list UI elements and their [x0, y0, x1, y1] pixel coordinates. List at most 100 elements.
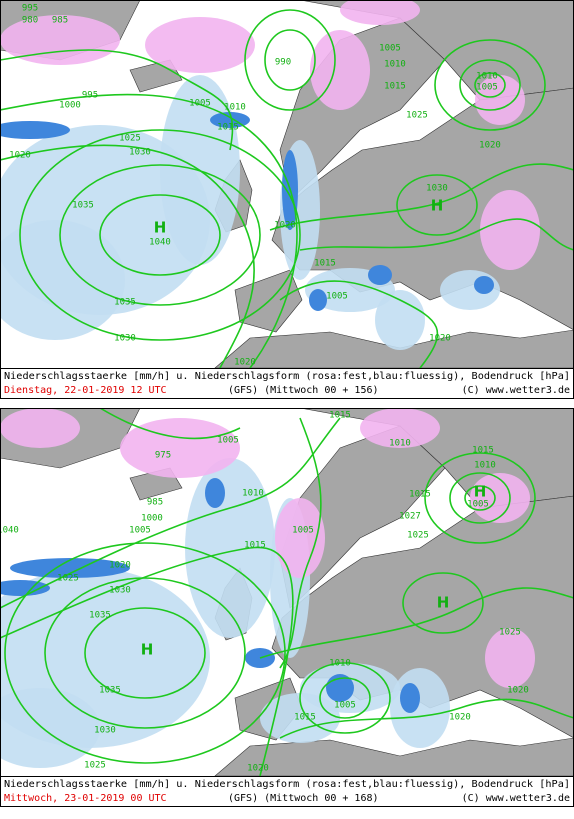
rain-light — [0, 220, 125, 340]
isobar-label: 1030 — [114, 334, 136, 344]
isobar-label: 1027 — [399, 512, 421, 522]
rain-heavy — [309, 289, 327, 311]
isobar-label: 1015 — [294, 713, 316, 723]
isobar-label: 1020 — [479, 141, 501, 151]
isobar-label: 1020 — [109, 561, 131, 571]
isobar-label: 1015 — [244, 541, 266, 551]
isobar-label: H — [474, 483, 487, 501]
model: (GFS) (Mittwoch 00 + 156) — [228, 385, 379, 396]
isobar-label: 1025 — [119, 134, 141, 144]
snow — [470, 473, 530, 523]
isobar-label: 1020 — [247, 764, 269, 774]
isobar — [19, 129, 301, 341]
snow — [485, 628, 535, 688]
isobar — [424, 452, 536, 544]
isobar-label: 985 — [147, 498, 163, 508]
snow — [120, 418, 240, 478]
isobar-label: 1015 — [314, 259, 336, 269]
source: (C) www.wetter3.de — [462, 793, 570, 804]
isobar — [44, 577, 246, 729]
isobar-label: H — [437, 594, 450, 612]
rain-heavy — [0, 121, 70, 139]
isobar-label: 1005 — [467, 500, 489, 510]
isobar — [279, 698, 574, 739]
isobar — [396, 174, 478, 236]
caption: Niederschlagsstaerke [mm/h] u. Niedersch… — [4, 779, 570, 790]
isobar — [0, 49, 234, 151]
rain-light — [185, 458, 275, 638]
model: (GFS) (Mittwoch 00 + 168) — [228, 793, 379, 804]
snow — [275, 498, 325, 578]
isobar-label: 1040 — [149, 238, 171, 248]
isobar — [269, 163, 574, 231]
isobar-label: 1020 — [234, 358, 256, 368]
isobar-label: 1040 — [0, 526, 19, 536]
isobar-label: 1015 — [384, 82, 406, 92]
isobar — [99, 194, 221, 276]
isobar-label: 1005 — [326, 292, 348, 302]
isobar-label: 1035 — [89, 611, 111, 621]
isobar-label: 985 — [52, 16, 68, 26]
isobar-label: 1030 — [109, 586, 131, 596]
snow — [310, 30, 370, 110]
isobar-label: 1010 — [389, 439, 411, 449]
caption-box — [0, 368, 574, 399]
isobar-label: 1005 — [379, 44, 401, 54]
isobar — [84, 607, 206, 699]
snow — [340, 0, 420, 25]
snow — [360, 408, 440, 448]
isobar-label: 1005 — [129, 526, 151, 536]
isobar-label: 1005 — [189, 99, 211, 109]
isobar-label: 1015 — [472, 446, 494, 456]
isobar — [0, 93, 298, 368]
isobar-label: 1025 — [406, 111, 428, 121]
isobar-label: 1000 — [141, 514, 163, 524]
isobar-label: 1010 — [476, 72, 498, 82]
isobar-label: 1020 — [429, 334, 451, 344]
snow — [475, 75, 525, 125]
isobar — [434, 39, 546, 131]
map: 975 1005 1010 985 1000 1005 1040 1020 1025 1030 10… — [0, 408, 574, 776]
isobar-label: 1030 — [426, 184, 448, 194]
snow — [0, 15, 120, 65]
isobar-label: 1025 — [499, 628, 521, 638]
isobar — [0, 417, 341, 609]
isobar — [0, 546, 294, 776]
isobar-label: 975 — [155, 451, 171, 461]
isobar-label: 1005 — [476, 83, 498, 93]
isobar-label: H — [141, 641, 154, 659]
isobar-label: H — [154, 219, 167, 237]
isobar — [279, 417, 322, 669]
isobar-label: 1015 — [409, 490, 431, 500]
isobar — [279, 280, 439, 368]
rain-heavy — [10, 558, 130, 578]
isobar-label: 1035 — [114, 298, 136, 308]
snow — [145, 17, 255, 73]
isobar — [474, 72, 506, 98]
isobar-label: 1010 — [224, 103, 246, 113]
isobar-label: 1020 — [9, 151, 31, 161]
rain-heavy — [205, 478, 225, 508]
rain-heavy — [368, 265, 392, 285]
isobar-label: 990 — [275, 58, 291, 68]
isobar — [299, 662, 391, 734]
land — [214, 737, 574, 776]
isobar-label: 1005 — [292, 526, 314, 536]
caption-box — [0, 776, 574, 807]
isobar — [244, 9, 336, 111]
isobar — [319, 677, 371, 719]
isobar-label: 1035 — [99, 686, 121, 696]
isobar-label: 1010 — [329, 659, 351, 669]
snow — [480, 190, 540, 270]
rain-heavy — [400, 683, 420, 713]
isobar — [464, 485, 496, 511]
source: (C) www.wetter3.de — [462, 385, 570, 396]
isobar — [459, 59, 521, 111]
isobar-label: 1030 — [94, 726, 116, 736]
isobar-label: 995 — [82, 91, 98, 101]
isobar — [259, 587, 574, 659]
